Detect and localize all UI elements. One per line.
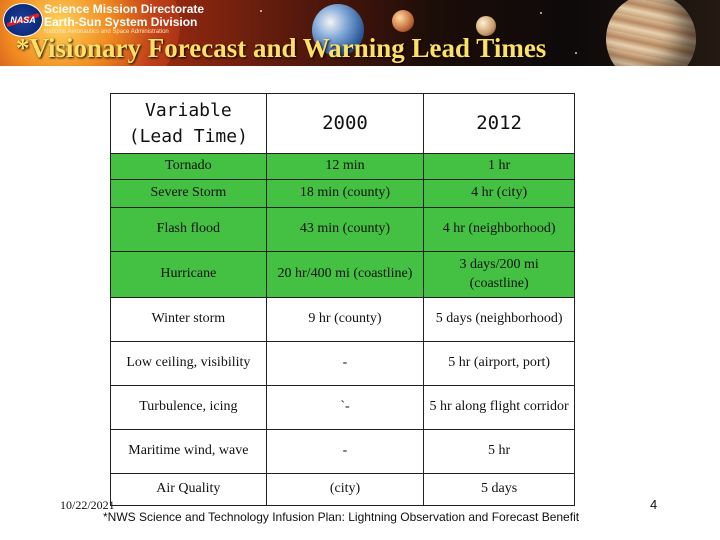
cell-2000: 43 min (county) (265, 207, 425, 252)
cell-variable: Tornado (110, 153, 267, 180)
cell-2000: 18 min (county) (265, 179, 425, 208)
cell-2000: `- (265, 385, 425, 430)
cell-2012: 3 days/200 mi (coastline) (423, 251, 575, 298)
cell-2012: 5 hr along flight corridor (423, 385, 575, 430)
table-row: Hurricane 20 hr/400 mi (coastline) 3 days/… (110, 251, 575, 298)
column-header-2000: 2000 (265, 93, 425, 154)
star-dot (575, 52, 577, 54)
table-row: Flash flood 43 min (county) 4 hr (neighbor… (110, 207, 575, 252)
logo-text: NASA (10, 15, 36, 25)
header-banner: NASA Science Mission Directorate Earth-S… (0, 0, 720, 66)
nasa-logo-icon: NASA (3, 3, 43, 37)
cell-variable: Turbulence, icing (110, 385, 267, 430)
moon-image (476, 16, 496, 36)
slide-title: *Visionary Forecast and Warning Lead Tim… (16, 33, 547, 63)
table-row: Winter storm 9 hr (county) 5 days (neighbo… (110, 297, 575, 342)
footnote: *NWS Science and Technology Infusion Pla… (103, 510, 580, 524)
cell-2012: 5 days (neighborhood) (423, 297, 575, 342)
column-header-variable: Variable (Lead Time) (110, 93, 267, 154)
footer-date: 10/22/2021 (60, 498, 115, 512)
table-header-row: Variable (Lead Time) 2000 2012 (110, 93, 575, 154)
table-row: Air Quality (city) 5 days (110, 473, 575, 506)
cell-2000: - (265, 341, 425, 386)
cell-2000: - (265, 429, 425, 474)
column-header-2012: 2012 (423, 93, 575, 154)
division-name: Earth-Sun System Division (44, 15, 198, 29)
cell-2012: 5 hr (airport, port) (423, 341, 575, 386)
mars-planet-image (392, 10, 414, 32)
lead-times-table: Variable (Lead Time) 2000 2012 Tornado 12… (110, 93, 575, 506)
cell-variable: Low ceiling, visibility (110, 341, 267, 386)
table-row: Turbulence, icing `- 5 hr along flight cor… (110, 385, 575, 430)
cell-2012: 4 hr (city) (423, 179, 575, 208)
cell-variable: Flash flood (110, 207, 267, 252)
cell-variable: Severe Storm (110, 179, 267, 208)
cell-2000: 9 hr (county) (265, 297, 425, 342)
cell-2000: 12 min (265, 153, 425, 180)
star-dot (260, 10, 262, 12)
agency-name: National Aeronautics and Space Administr… (44, 29, 169, 35)
cell-variable: Maritime wind, wave (110, 429, 267, 474)
cell-variable: Hurricane (110, 251, 267, 298)
cell-2000: (city) (265, 473, 425, 506)
star-dot (430, 44, 432, 46)
cell-2012: 4 hr (neighborhood) (423, 207, 575, 252)
cell-variable: Air Quality (110, 473, 267, 506)
table-row: Maritime wind, wave -5 hr (110, 429, 575, 474)
earth-planet-image (312, 4, 364, 56)
table-row: Severe Storm 18 min (county) 4 hr (city) (110, 179, 575, 208)
jupiter-planet-image (606, 0, 696, 66)
cell-2012: 5 hr (423, 429, 575, 474)
cell-variable: Winter storm (110, 297, 267, 342)
directorate-name: Science Mission Directorate (44, 2, 205, 16)
cell-2000: 20 hr/400 mi (coastline) (265, 251, 425, 298)
page-number: 4 (650, 497, 658, 512)
star-dot (540, 12, 542, 14)
cell-2012: 5 days (423, 473, 575, 506)
table-row: Low ceiling, visibility -5 hr (airport, p… (110, 341, 575, 386)
cell-2012: 1 hr (423, 153, 575, 180)
table-row: Tornado 12 min 1 hr (110, 153, 575, 180)
